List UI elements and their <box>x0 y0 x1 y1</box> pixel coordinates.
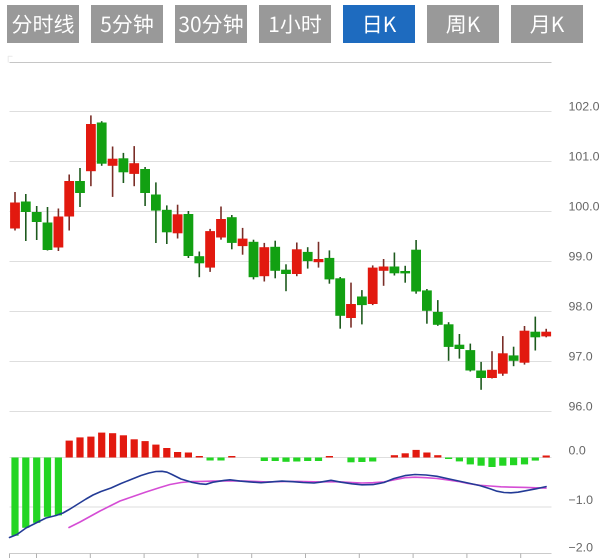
svg-text:101.0: 101.0 <box>569 150 600 164</box>
svg-text:−1.0: −1.0 <box>569 493 594 507</box>
svg-text:99.0: 99.0 <box>569 250 593 264</box>
svg-text:97.0: 97.0 <box>569 350 593 364</box>
svg-text:0.0: 0.0 <box>569 444 586 458</box>
svg-text:102.0: 102.0 <box>569 100 600 114</box>
svg-text:96.0: 96.0 <box>569 400 593 414</box>
svg-text:−2.0: −2.0 <box>569 541 594 555</box>
svg-text:98.0: 98.0 <box>569 300 593 314</box>
svg-text:100.0: 100.0 <box>569 200 600 214</box>
